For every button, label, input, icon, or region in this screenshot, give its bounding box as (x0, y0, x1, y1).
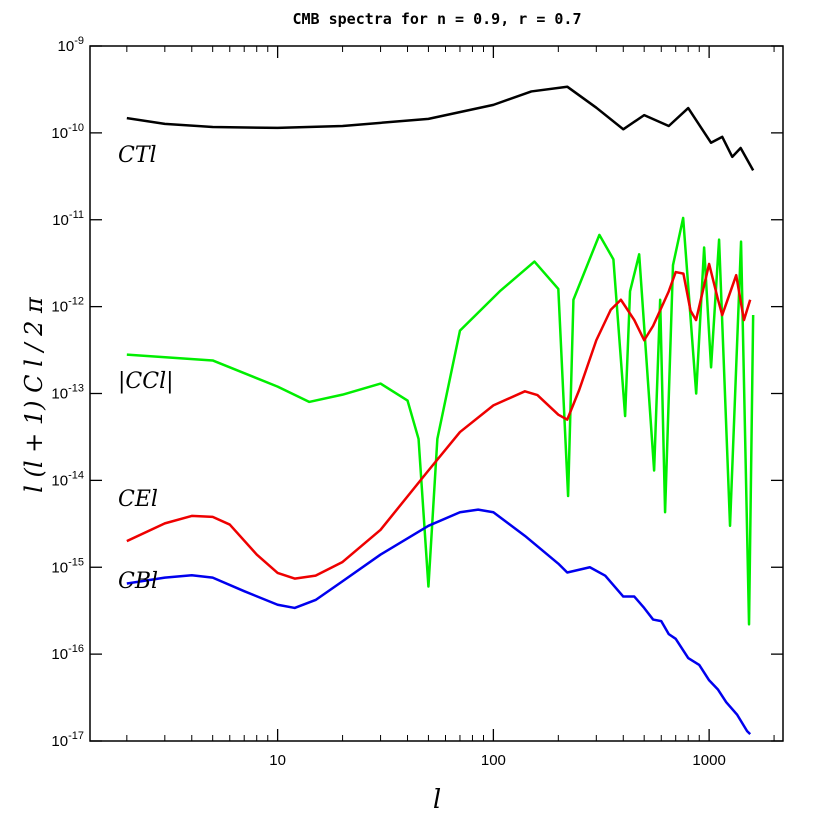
y-tick-exponent: -14 (68, 469, 84, 481)
y-tick-label: 10-13 (51, 383, 84, 403)
y-tick-base: 10 (51, 472, 68, 489)
legend-label: |CCl| (118, 369, 174, 394)
y-tick-exponent: -11 (69, 209, 84, 221)
y-tick-base: 10 (51, 559, 68, 576)
series-line (126, 508, 752, 736)
x-axis-label: l (433, 785, 441, 815)
y-tick-base: 10 (51, 125, 68, 142)
y-tick-label: 10-15 (51, 556, 84, 576)
y-tick-exponent: -17 (68, 730, 84, 742)
y-tick-base: 10 (51, 646, 68, 663)
y-tick-label: 10-17 (51, 730, 84, 750)
y-tick-label: 10-16 (51, 643, 84, 663)
series-line (126, 216, 755, 626)
y-tick-label: 10-11 (52, 209, 84, 229)
y-tick-base: 10 (51, 733, 68, 750)
y-tick-exponent: -16 (68, 643, 84, 655)
y-tick-exponent: -12 (68, 296, 84, 308)
legend-label: CBl (118, 569, 158, 594)
y-tick-label: 10-9 (58, 35, 84, 55)
y-tick-exponent: -13 (68, 383, 84, 395)
legend-label: CEl (118, 487, 158, 512)
y-tick-exponent: -15 (68, 556, 84, 568)
plot-frame (89, 45, 784, 742)
series-line (126, 262, 752, 580)
x-tick-label: 100 (481, 752, 506, 769)
y-tick-exponent: -10 (68, 122, 84, 134)
y-tick-label: 10-14 (51, 469, 84, 489)
legend-label: CTl (118, 143, 157, 168)
y-tick-label: 10-12 (51, 296, 84, 316)
y-tick-base: 10 (51, 386, 68, 403)
y-axis-label: l (l + 1) C l / 2 π (20, 296, 48, 493)
series-line (126, 85, 755, 171)
y-tick-exponent: -9 (74, 35, 84, 47)
x-tick-label: 1000 (692, 752, 725, 769)
y-tick-label: 10-10 (51, 122, 84, 142)
chart-title: CMB spectra for n = 0.9, r = 0.7 (293, 10, 582, 28)
y-tick-base: 10 (51, 299, 68, 316)
y-tick-base: 10 (52, 212, 69, 229)
y-tick-base: 10 (58, 38, 75, 55)
x-tick-label: 10 (269, 752, 286, 769)
